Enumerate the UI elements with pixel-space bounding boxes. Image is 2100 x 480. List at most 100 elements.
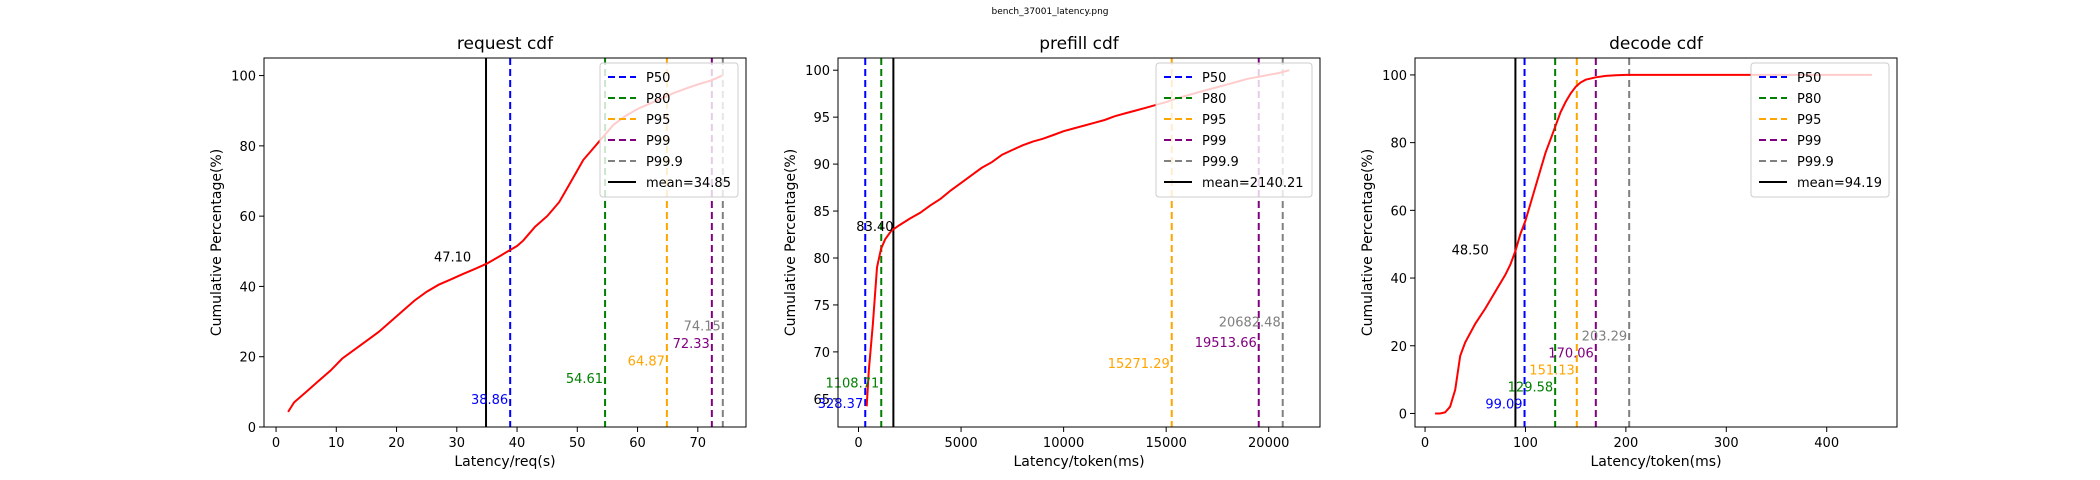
panels: request cdf 0 10 20 30 40 50 60 70 0 20 40 60 80 100 La…	[209, 34, 1898, 470]
axes-frame	[1414, 57, 1898, 428]
percentile-label-p99-9: 74.15	[684, 319, 721, 334]
legend: P50 P80 P95 P99 P99.9 mean=2140.21	[1155, 62, 1313, 198]
cdf-line	[1435, 73, 1872, 415]
percentile-label-p50: 328.37	[818, 397, 864, 412]
chart-title: request cdf	[457, 34, 554, 54]
legend-entry: P95	[1202, 113, 1226, 128]
x-axis-label: Latency/token(ms)	[1013, 454, 1144, 470]
x-tick-label: 50	[569, 436, 586, 451]
legend-entry: P99	[646, 134, 670, 149]
legend-entry: P50	[1797, 71, 1821, 86]
legend-box	[599, 62, 739, 198]
plot-area	[1435, 58, 1872, 427]
chart-title: prefill cdf	[1039, 34, 1120, 54]
chart-panel-2: prefill cdf 0 5000 10000 15000 20000 65 70 75 80 8…	[783, 34, 1321, 470]
legend: P50 P80 P95 P99 P99.9 mean=94.19	[1750, 62, 1890, 198]
percentile-label-p80: 129.58	[1508, 380, 1554, 395]
percentile-label-p99: 170.06	[1548, 347, 1594, 362]
axes-frame	[263, 57, 747, 428]
legend-entry: P50	[1202, 71, 1226, 86]
percentile-label-p80: 1108.71	[825, 377, 879, 392]
legend-entry: mean=34.85	[646, 176, 731, 191]
x-axis-label: Latency/req(s)	[454, 454, 555, 470]
legend-entry: P95	[646, 113, 670, 128]
x-tick-label: 5000	[945, 436, 978, 451]
x-tick-label: 400	[1814, 436, 1839, 451]
mean-label: 83.40	[856, 220, 893, 235]
chart-panel-3: decode cdf 0 100 200 300 400 0 20 40 60 80 100 Laten…	[1360, 34, 1898, 470]
y-tick-label: 40	[1390, 272, 1407, 287]
y-tick-label: 95	[813, 111, 830, 126]
x-tick-label: 20	[388, 436, 405, 451]
y-tick-label: 100	[1382, 69, 1407, 84]
y-axis-label: Cumulative Percentage(%)	[783, 149, 799, 336]
x-tick-label: 10000	[1043, 436, 1084, 451]
y-tick-label: 65	[813, 393, 830, 408]
x-tick-label: 100	[1513, 436, 1538, 451]
x-tick-label: 30	[449, 436, 466, 451]
x-tick-label: 300	[1714, 436, 1739, 451]
legend: P50 P80 P95 P99 P99.9 mean=34.85	[599, 62, 739, 198]
x-tick-label: 0	[272, 436, 280, 451]
x-axis-label: Latency/token(ms)	[1590, 454, 1721, 470]
x-tick-label: 70	[690, 436, 707, 451]
y-tick-label: 20	[1390, 340, 1407, 355]
legend-entry: P80	[1797, 92, 1821, 107]
y-tick-label: 75	[813, 299, 830, 314]
legend-entry: mean=2140.21	[1202, 176, 1304, 191]
percentile-label-p99: 19513.66	[1195, 336, 1257, 351]
percentile-label-p95: 15271.29	[1108, 357, 1170, 372]
percentile-label-p50: 38.86	[471, 393, 508, 408]
x-tick-label: 15000	[1145, 436, 1186, 451]
y-tick-label: 100	[231, 70, 256, 85]
y-tick-label: 0	[1399, 407, 1407, 422]
legend-entry: P80	[646, 92, 670, 107]
y-tick-label: 80	[813, 252, 830, 267]
legend-entry: P99.9	[1797, 155, 1834, 170]
y-tick-label: 60	[1390, 204, 1407, 219]
percentile-label-p99-9: 203.29	[1582, 330, 1628, 345]
chart-panel-1: request cdf 0 10 20 30 40 50 60 70 0 20 40 60 80 100 La…	[209, 34, 747, 470]
y-tick-label: 0	[248, 421, 256, 436]
percentile-label-p95: 64.87	[628, 355, 665, 370]
y-axis-label: Cumulative Percentage(%)	[1360, 149, 1376, 336]
y-tick-label: 40	[239, 280, 256, 295]
y-tick-label: 60	[239, 210, 256, 225]
x-tick-label: 40	[509, 436, 526, 451]
y-tick-label: 100	[805, 64, 830, 79]
y-tick-label: 70	[813, 346, 830, 361]
x-tick-label: 200	[1613, 436, 1638, 451]
legend-entry: P99	[1797, 134, 1821, 149]
figure-title: bench_37001_latency.png	[991, 7, 1108, 17]
x-tick-label: 60	[629, 436, 646, 451]
legend-entry: P99.9	[1202, 155, 1239, 170]
legend-entry: mean=94.19	[1797, 176, 1882, 191]
y-tick-label: 90	[813, 158, 830, 173]
legend-entry: P80	[1202, 92, 1226, 107]
x-tick-label: 0	[854, 436, 862, 451]
x-tick-label: 0	[1421, 436, 1429, 451]
percentile-label-p50: 99.09	[1485, 397, 1522, 412]
legend-box	[1750, 62, 1890, 198]
mean-label: 47.10	[434, 251, 471, 266]
y-tick-label: 80	[1390, 137, 1407, 152]
percentile-label-p80: 54.61	[566, 372, 603, 387]
y-tick-label: 85	[813, 205, 830, 220]
percentile-label-p99-9: 20682.48	[1219, 316, 1281, 331]
y-tick-label: 20	[239, 351, 256, 366]
legend-entry: P50	[646, 71, 670, 86]
y-tick-label: 80	[239, 140, 256, 155]
chart-title: decode cdf	[1609, 34, 1704, 54]
legend-entry: P99	[1202, 134, 1226, 149]
axes-frame	[837, 57, 1321, 428]
legend-entry: P99.9	[646, 155, 683, 170]
y-axis-label: Cumulative Percentage(%)	[209, 149, 225, 336]
x-tick-label: 10	[328, 436, 345, 451]
mean-label: 48.50	[1452, 243, 1489, 258]
legend-box	[1155, 62, 1313, 198]
x-tick-label: 20000	[1248, 436, 1289, 451]
percentile-label-p95: 151.13	[1529, 364, 1575, 379]
legend-entry: P95	[1797, 113, 1821, 128]
percentile-label-p99: 72.33	[673, 337, 710, 352]
